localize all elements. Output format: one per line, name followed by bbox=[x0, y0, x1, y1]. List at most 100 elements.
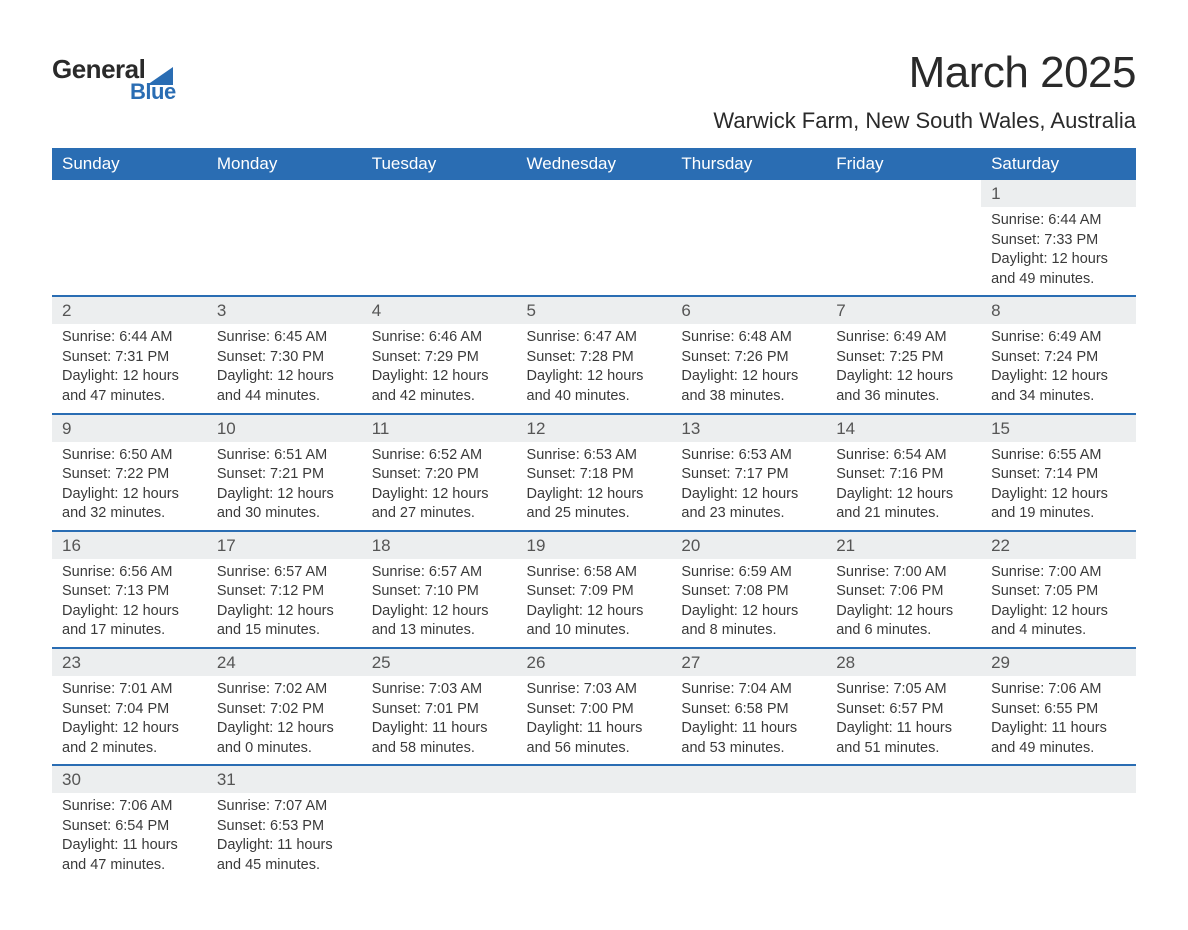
daynum-row: 3031 bbox=[52, 765, 1136, 793]
day-number-cell: 1 bbox=[981, 180, 1136, 207]
day-detail-cell: Sunrise: 7:02 AMSunset: 7:02 PMDaylight:… bbox=[207, 676, 362, 765]
day-detail-cell: Sunrise: 7:06 AMSunset: 6:55 PMDaylight:… bbox=[981, 676, 1136, 765]
day-detail-cell bbox=[362, 207, 517, 296]
daynum-row: 23242526272829 bbox=[52, 648, 1136, 676]
day-detail-cell: Sunrise: 6:57 AMSunset: 7:12 PMDaylight:… bbox=[207, 559, 362, 648]
day-number-cell bbox=[981, 765, 1136, 793]
day-detail-cell: Sunrise: 6:49 AMSunset: 7:24 PMDaylight:… bbox=[981, 324, 1136, 413]
day-detail-cell: Sunrise: 6:54 AMSunset: 7:16 PMDaylight:… bbox=[826, 442, 981, 531]
day-number-cell: 3 bbox=[207, 296, 362, 324]
header: General Blue March 2025 Warwick Farm, Ne… bbox=[52, 48, 1136, 144]
day-number-cell: 20 bbox=[671, 531, 826, 559]
day-header-cell: Friday bbox=[826, 148, 981, 180]
day-detail-cell bbox=[826, 207, 981, 296]
day-detail-cell: Sunrise: 6:44 AMSunset: 7:33 PMDaylight:… bbox=[981, 207, 1136, 296]
day-detail-cell bbox=[826, 793, 981, 881]
calendar-table: SundayMondayTuesdayWednesdayThursdayFrid… bbox=[52, 148, 1136, 882]
day-detail-cell: Sunrise: 7:03 AMSunset: 7:00 PMDaylight:… bbox=[517, 676, 672, 765]
day-header-cell: Wednesday bbox=[517, 148, 672, 180]
day-detail-cell: Sunrise: 6:48 AMSunset: 7:26 PMDaylight:… bbox=[671, 324, 826, 413]
day-number-cell: 4 bbox=[362, 296, 517, 324]
day-number-cell: 26 bbox=[517, 648, 672, 676]
day-number-cell: 25 bbox=[362, 648, 517, 676]
day-number-cell bbox=[517, 765, 672, 793]
day-detail-cell: Sunrise: 6:50 AMSunset: 7:22 PMDaylight:… bbox=[52, 442, 207, 531]
day-detail-cell: Sunrise: 6:58 AMSunset: 7:09 PMDaylight:… bbox=[517, 559, 672, 648]
day-number-cell: 7 bbox=[826, 296, 981, 324]
day-detail-cell: Sunrise: 7:04 AMSunset: 6:58 PMDaylight:… bbox=[671, 676, 826, 765]
day-detail-cell bbox=[517, 207, 672, 296]
day-number-cell bbox=[517, 180, 672, 207]
detail-row: Sunrise: 7:01 AMSunset: 7:04 PMDaylight:… bbox=[52, 676, 1136, 765]
detail-row: Sunrise: 6:44 AMSunset: 7:33 PMDaylight:… bbox=[52, 207, 1136, 296]
day-detail-cell: Sunrise: 6:53 AMSunset: 7:17 PMDaylight:… bbox=[671, 442, 826, 531]
day-number-cell bbox=[671, 765, 826, 793]
day-number-cell: 9 bbox=[52, 414, 207, 442]
day-number-cell: 5 bbox=[517, 296, 672, 324]
day-detail-cell: Sunrise: 6:55 AMSunset: 7:14 PMDaylight:… bbox=[981, 442, 1136, 531]
day-number-cell bbox=[207, 180, 362, 207]
day-detail-cell: Sunrise: 7:00 AMSunset: 7:06 PMDaylight:… bbox=[826, 559, 981, 648]
daynum-row: 2345678 bbox=[52, 296, 1136, 324]
day-detail-cell: Sunrise: 6:53 AMSunset: 7:18 PMDaylight:… bbox=[517, 442, 672, 531]
day-detail-cell: Sunrise: 6:44 AMSunset: 7:31 PMDaylight:… bbox=[52, 324, 207, 413]
day-number-cell: 14 bbox=[826, 414, 981, 442]
day-number-cell: 21 bbox=[826, 531, 981, 559]
day-detail-cell: Sunrise: 6:52 AMSunset: 7:20 PMDaylight:… bbox=[362, 442, 517, 531]
day-detail-cell bbox=[52, 207, 207, 296]
day-number-cell: 19 bbox=[517, 531, 672, 559]
brand-logo: General Blue bbox=[52, 54, 176, 105]
day-header-cell: Sunday bbox=[52, 148, 207, 180]
day-detail-cell: Sunrise: 7:07 AMSunset: 6:53 PMDaylight:… bbox=[207, 793, 362, 881]
day-header-cell: Thursday bbox=[671, 148, 826, 180]
day-number-cell: 24 bbox=[207, 648, 362, 676]
day-number-cell: 17 bbox=[207, 531, 362, 559]
day-number-cell: 30 bbox=[52, 765, 207, 793]
day-number-cell: 31 bbox=[207, 765, 362, 793]
daynum-row: 1 bbox=[52, 180, 1136, 207]
day-detail-cell bbox=[671, 207, 826, 296]
detail-row: Sunrise: 7:06 AMSunset: 6:54 PMDaylight:… bbox=[52, 793, 1136, 881]
daynum-row: 16171819202122 bbox=[52, 531, 1136, 559]
title-block: March 2025 Warwick Farm, New South Wales… bbox=[713, 48, 1136, 144]
day-number-cell: 8 bbox=[981, 296, 1136, 324]
day-number-cell: 15 bbox=[981, 414, 1136, 442]
day-detail-cell bbox=[981, 793, 1136, 881]
day-header-cell: Monday bbox=[207, 148, 362, 180]
day-number-cell bbox=[52, 180, 207, 207]
day-number-cell bbox=[826, 765, 981, 793]
day-detail-cell: Sunrise: 6:56 AMSunset: 7:13 PMDaylight:… bbox=[52, 559, 207, 648]
day-detail-cell bbox=[362, 793, 517, 881]
day-number-cell: 2 bbox=[52, 296, 207, 324]
day-detail-cell: Sunrise: 6:49 AMSunset: 7:25 PMDaylight:… bbox=[826, 324, 981, 413]
day-detail-cell bbox=[517, 793, 672, 881]
daynum-row: 9101112131415 bbox=[52, 414, 1136, 442]
day-detail-cell: Sunrise: 6:47 AMSunset: 7:28 PMDaylight:… bbox=[517, 324, 672, 413]
day-detail-cell: Sunrise: 7:06 AMSunset: 6:54 PMDaylight:… bbox=[52, 793, 207, 881]
day-detail-cell: Sunrise: 7:03 AMSunset: 7:01 PMDaylight:… bbox=[362, 676, 517, 765]
location-subtitle: Warwick Farm, New South Wales, Australia bbox=[713, 108, 1136, 134]
month-title: March 2025 bbox=[713, 48, 1136, 98]
day-detail-cell bbox=[671, 793, 826, 881]
day-detail-cell: Sunrise: 7:00 AMSunset: 7:05 PMDaylight:… bbox=[981, 559, 1136, 648]
day-detail-cell: Sunrise: 7:01 AMSunset: 7:04 PMDaylight:… bbox=[52, 676, 207, 765]
day-number-cell: 6 bbox=[671, 296, 826, 324]
day-number-cell: 11 bbox=[362, 414, 517, 442]
day-number-cell: 28 bbox=[826, 648, 981, 676]
day-number-cell: 29 bbox=[981, 648, 1136, 676]
day-number-cell bbox=[362, 765, 517, 793]
day-number-cell: 23 bbox=[52, 648, 207, 676]
day-number-cell bbox=[671, 180, 826, 207]
day-detail-cell: Sunrise: 6:59 AMSunset: 7:08 PMDaylight:… bbox=[671, 559, 826, 648]
day-number-cell: 22 bbox=[981, 531, 1136, 559]
detail-row: Sunrise: 6:44 AMSunset: 7:31 PMDaylight:… bbox=[52, 324, 1136, 413]
day-header-cell: Tuesday bbox=[362, 148, 517, 180]
day-detail-cell: Sunrise: 6:51 AMSunset: 7:21 PMDaylight:… bbox=[207, 442, 362, 531]
detail-row: Sunrise: 6:50 AMSunset: 7:22 PMDaylight:… bbox=[52, 442, 1136, 531]
day-number-cell: 27 bbox=[671, 648, 826, 676]
day-detail-cell: Sunrise: 6:57 AMSunset: 7:10 PMDaylight:… bbox=[362, 559, 517, 648]
day-header-cell: Saturday bbox=[981, 148, 1136, 180]
day-number-cell bbox=[362, 180, 517, 207]
day-number-cell bbox=[826, 180, 981, 207]
day-number-cell: 18 bbox=[362, 531, 517, 559]
